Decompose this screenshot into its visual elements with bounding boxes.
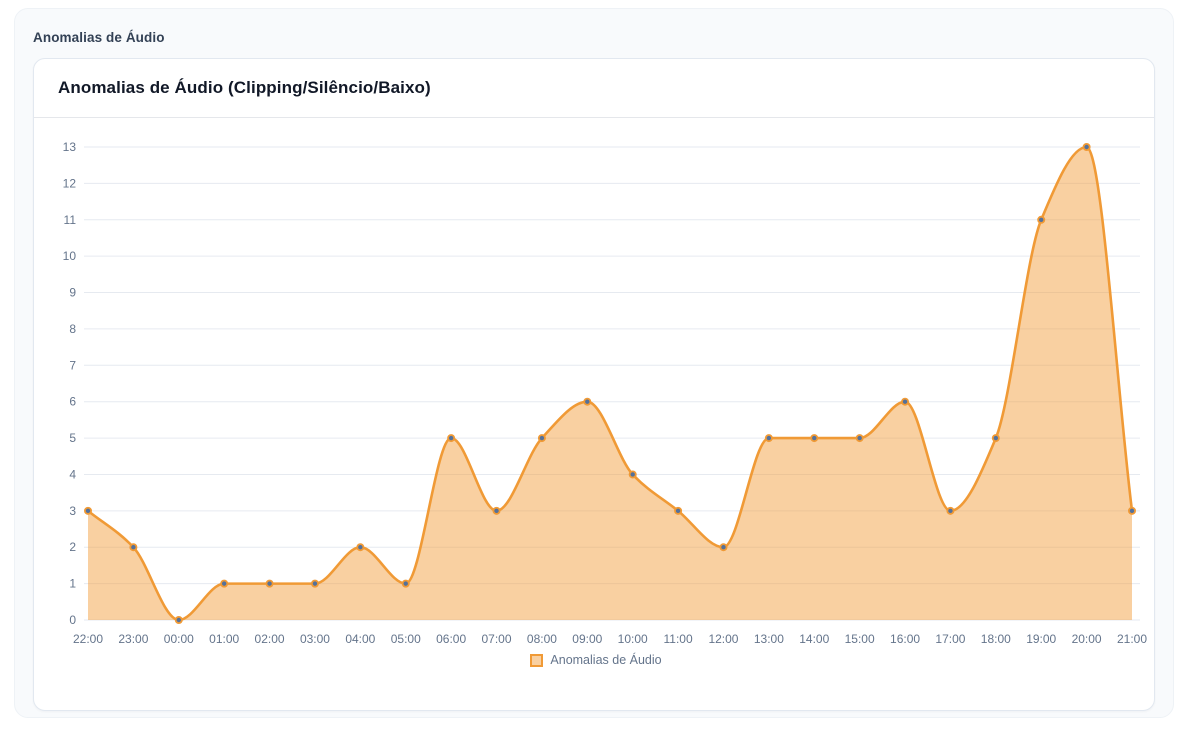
svg-text:13:00: 13:00 [754, 632, 784, 646]
svg-text:16:00: 16:00 [890, 632, 920, 646]
svg-text:04:00: 04:00 [345, 632, 375, 646]
chart-card-header: Anomalias de Áudio (Clipping/Silêncio/Ba… [34, 59, 1154, 118]
svg-text:11:00: 11:00 [664, 632, 693, 646]
svg-text:23:00: 23:00 [118, 632, 148, 646]
legend-item-anomalias[interactable]: Anomalias de Áudio [530, 653, 662, 667]
dashboard-panel: Anomalias de Áudio Anomalias de Áudio (C… [14, 8, 1174, 718]
chart-legend: Anomalias de Áudio [42, 653, 1150, 667]
chart-title: Anomalias de Áudio (Clipping/Silêncio/Ba… [58, 78, 431, 97]
svg-text:20:00: 20:00 [1072, 632, 1102, 646]
svg-text:0: 0 [69, 613, 76, 627]
svg-text:10: 10 [63, 249, 77, 263]
svg-text:10:00: 10:00 [618, 632, 648, 646]
svg-text:08:00: 08:00 [527, 632, 557, 646]
svg-text:14:00: 14:00 [799, 632, 829, 646]
svg-text:12: 12 [63, 176, 77, 190]
svg-text:2: 2 [69, 540, 76, 554]
svg-text:6: 6 [69, 395, 76, 409]
legend-label: Anomalias de Áudio [550, 653, 662, 667]
svg-text:3: 3 [69, 504, 76, 518]
svg-text:8: 8 [69, 322, 76, 336]
svg-text:22:00: 22:00 [73, 632, 103, 646]
svg-text:03:00: 03:00 [300, 632, 330, 646]
chart-plot-area[interactable]: 0 1 2 3 4 5 6 7 8 9 10 11 12 13 22:00 23:00 00:00 01:00 02… [34, 118, 1154, 667]
svg-text:1: 1 [69, 577, 76, 591]
svg-text:05:00: 05:00 [391, 632, 421, 646]
svg-text:02:00: 02:00 [255, 632, 285, 646]
svg-text:9: 9 [69, 286, 76, 300]
svg-text:12:00: 12:00 [708, 632, 738, 646]
svg-text:00:00: 00:00 [164, 632, 194, 646]
chart-card: Anomalias de Áudio (Clipping/Silêncio/Ba… [33, 58, 1155, 711]
svg-text:15:00: 15:00 [845, 632, 875, 646]
svg-text:7: 7 [69, 358, 76, 372]
svg-text:4: 4 [69, 467, 76, 481]
svg-text:17:00: 17:00 [935, 632, 965, 646]
svg-text:18:00: 18:00 [981, 632, 1011, 646]
legend-swatch-icon [530, 653, 544, 667]
svg-text:07:00: 07:00 [482, 632, 512, 646]
svg-text:11: 11 [64, 213, 77, 227]
svg-text:19:00: 19:00 [1026, 632, 1056, 646]
svg-text:06:00: 06:00 [436, 632, 466, 646]
svg-text:13: 13 [63, 140, 77, 154]
svg-text:5: 5 [69, 431, 76, 445]
svg-text:21:00: 21:00 [1117, 632, 1147, 646]
svg-text:09:00: 09:00 [572, 632, 602, 646]
svg-text:01:00: 01:00 [209, 632, 239, 646]
section-title: Anomalias de Áudio [33, 30, 165, 45]
